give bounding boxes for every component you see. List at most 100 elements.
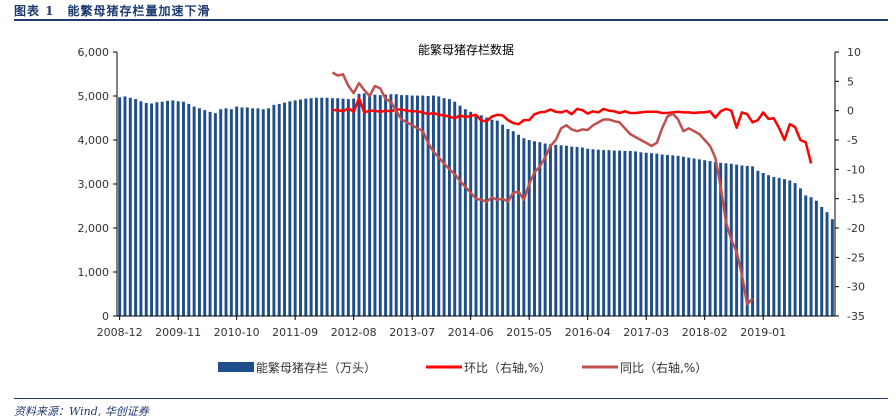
bar [767,175,770,316]
bar [554,144,558,316]
bar [825,212,829,316]
bar [602,150,606,316]
bar [213,113,217,316]
bar [735,164,739,316]
bar [235,106,239,316]
bar [777,177,781,316]
bar [575,147,579,316]
bar [490,119,494,316]
left-tick-label: 6,000 [78,46,110,59]
right-tick-label: -5 [847,134,858,147]
bar [549,144,552,316]
bar [325,97,329,316]
bar [155,102,159,316]
bar [751,166,755,316]
bar [203,110,207,316]
bar [522,138,526,316]
bar [320,97,324,316]
bar [123,96,127,316]
bar [745,165,749,316]
bar [793,183,797,316]
bar [740,165,744,316]
bar [442,98,446,316]
bar [251,108,255,316]
bar [283,102,286,316]
bar [458,105,462,317]
bar [591,149,595,316]
figure-header: 图表 1 能繁母猪存栏量加速下滑 [0,0,896,20]
yoy-line [331,71,754,306]
bar [272,104,276,316]
x-tick-label: 2018-02 [682,326,728,339]
bar [288,101,292,316]
bar [171,100,175,317]
bar [564,145,568,316]
bar [517,134,521,316]
bar [453,101,457,316]
x-tick-label: 2014-06 [448,326,494,339]
bar [368,94,372,317]
bar [724,163,728,316]
bar [384,94,388,317]
bar [628,151,632,316]
bar [277,103,281,316]
legend-swatch-bar [218,362,254,372]
footer-rule [14,398,888,399]
bar [469,111,473,316]
bar [426,96,430,316]
right-tick-label: -15 [847,193,865,206]
bar [463,109,467,316]
left-tick-label: 2,000 [78,222,110,235]
bar [783,179,786,316]
bar [660,154,664,316]
bar [671,155,675,316]
bar [394,94,398,317]
bar [713,162,717,316]
bar [692,158,696,316]
bar [809,197,813,316]
source-note: 资料来源：Wind, 华创证券 [14,405,149,418]
bar [176,101,180,316]
bar [655,153,659,316]
bar [761,173,765,316]
bar [245,107,249,316]
x-tick-label: 2008-12 [97,326,143,339]
bar [416,95,419,316]
axes: 0 1,000 2,000 3,000 4,000 5,000 6,000 -35 -30 -25… [78,46,865,339]
bar [479,115,483,316]
bar [676,155,680,316]
x-tick-label: 2015-05 [506,326,552,339]
bar [256,108,260,316]
bar [352,98,356,316]
bar [405,95,409,317]
bar [618,150,622,316]
bar [341,98,345,316]
left-tick-label: 0 [102,310,109,323]
bar [596,149,600,316]
header-rule [14,19,888,21]
right-tick-label: 0 [847,105,854,118]
bar [261,109,265,316]
bar [543,143,547,316]
x-tick-label: 2012-08 [331,326,377,339]
bar [447,99,451,316]
bar [511,131,515,316]
bar [362,93,366,316]
bar [788,180,792,316]
bar [192,106,196,316]
bars-series [118,93,834,317]
bar [166,100,169,316]
x-tick-label: 2010-10 [214,326,260,339]
bar [644,152,648,316]
x-tick-label: 2013-07 [389,326,435,339]
bar [538,142,542,316]
bar [533,141,536,316]
bar [681,156,685,316]
bar [830,219,834,316]
bar [373,94,377,317]
bar [586,148,590,316]
bar [378,95,382,317]
bar [182,101,185,316]
figure-title: 图表 1 能繁母猪存栏量加速下滑 [14,4,211,18]
legend-label-yoy: 同比（右轴,%） [620,360,707,375]
